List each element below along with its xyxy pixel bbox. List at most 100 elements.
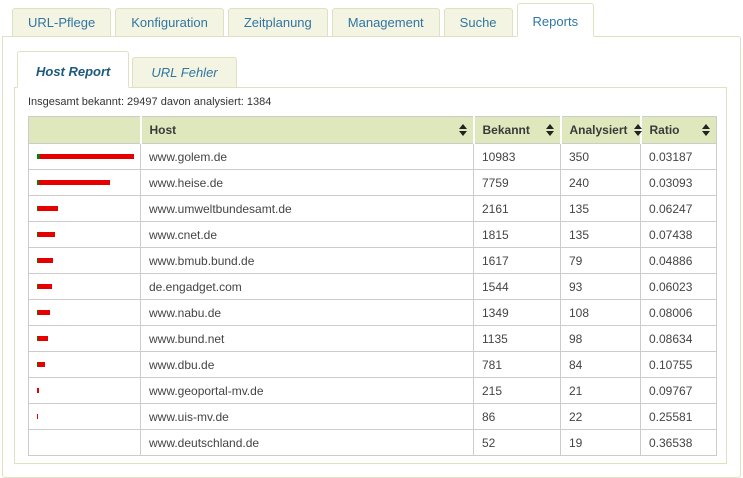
cell-ratio: 0.08634 xyxy=(640,325,717,352)
bar-bekannt xyxy=(37,388,39,393)
cell-host: www.uis-mv.de xyxy=(140,403,474,430)
cell-analysiert: 108 xyxy=(560,299,641,326)
bar-analysiert xyxy=(37,154,40,159)
cell-ratio: 0.36538 xyxy=(640,429,717,456)
cell-analysiert: 98 xyxy=(560,325,641,352)
bar-bekannt xyxy=(38,232,55,237)
cell-bekannt: 2161 xyxy=(473,195,561,222)
ratio-bar xyxy=(37,431,134,455)
bar-analysiert xyxy=(37,310,38,315)
bar-analysiert xyxy=(37,362,38,367)
cell-bekannt: 1617 xyxy=(473,247,561,274)
ratio-bar-cell xyxy=(28,247,141,274)
cell-host: www.cnet.de xyxy=(140,221,474,248)
column-label: Ratio xyxy=(649,123,680,137)
subtab-url-fehler[interactable]: URL Fehler xyxy=(132,57,237,88)
ratio-bar xyxy=(37,301,134,325)
cell-bekannt: 1135 xyxy=(473,325,561,352)
sub-tab-bar: Host Report URL Fehler xyxy=(17,51,727,88)
ratio-bar xyxy=(37,405,134,429)
table-row: www.deutschland.de 52 19 0.36538 xyxy=(28,429,717,456)
ratio-bar xyxy=(37,171,134,195)
main-tab-bar: URL-Pflege Konfiguration Zeitplanung Manage… xyxy=(2,0,741,37)
ratio-bar-cell xyxy=(28,221,141,248)
ratio-bar xyxy=(37,145,134,169)
tab-management[interactable]: Management xyxy=(331,8,440,37)
column-header-bekannt[interactable]: Bekannt xyxy=(472,116,561,144)
bar-analysiert xyxy=(37,336,38,341)
cell-host: www.bund.net xyxy=(140,325,474,352)
bar-bekannt xyxy=(38,336,48,341)
ratio-bar-cell xyxy=(28,195,141,222)
cell-analysiert: 350 xyxy=(560,143,641,170)
ratio-bar xyxy=(37,197,134,221)
bar-bekannt xyxy=(38,362,45,367)
ratio-bar xyxy=(37,223,134,247)
column-header-ratio[interactable]: Ratio xyxy=(639,116,717,144)
cell-analysiert: 135 xyxy=(560,195,641,222)
bar-analysiert xyxy=(37,258,38,263)
bar-bekannt xyxy=(38,284,52,289)
bar-bekannt xyxy=(37,414,38,419)
cell-analysiert: 79 xyxy=(560,247,641,274)
cell-ratio: 0.03093 xyxy=(640,169,717,196)
bar-bekannt xyxy=(39,180,110,185)
cell-host: www.umweltbundesamt.de xyxy=(140,195,474,222)
cell-analysiert: 135 xyxy=(560,221,641,248)
ratio-bar-cell xyxy=(28,325,141,352)
cell-host: www.golem.de xyxy=(140,143,474,170)
ratio-bar xyxy=(37,379,134,403)
subtab-host-report[interactable]: Host Report xyxy=(17,51,130,88)
tab-zeitplanung[interactable]: Zeitplanung xyxy=(227,8,328,37)
tab-url-pflege[interactable]: URL-Pflege xyxy=(12,8,112,37)
ratio-bar xyxy=(37,249,134,273)
bar-analysiert xyxy=(37,232,38,237)
cell-analysiert: 240 xyxy=(560,169,641,196)
ratio-bar-cell xyxy=(28,299,141,326)
cell-ratio: 0.03187 xyxy=(640,143,717,170)
sort-icon xyxy=(458,124,467,136)
cell-bekannt: 1349 xyxy=(473,299,561,326)
column-label: Analysiert xyxy=(569,123,628,137)
table-row: www.dbu.de 781 84 0.10755 xyxy=(28,351,717,378)
cell-analysiert: 84 xyxy=(560,351,641,378)
bar-bekannt xyxy=(38,206,58,211)
ratio-bar-cell xyxy=(28,143,141,170)
cell-analysiert: 19 xyxy=(560,429,641,456)
bar-bekannt xyxy=(38,310,50,315)
ratio-bar-cell xyxy=(28,429,141,456)
bar-bekannt xyxy=(39,154,134,159)
bar-analysiert xyxy=(37,206,38,211)
column-label: Host xyxy=(149,123,177,137)
host-report-panel: Insgesamt bekannt: 29497 davon analysier… xyxy=(14,87,727,464)
ratio-bar-cell xyxy=(28,273,141,300)
table-row: www.cnet.de 1815 135 0.07438 xyxy=(28,221,717,248)
cell-bekannt: 1544 xyxy=(473,273,561,300)
table-row: www.umweltbundesamt.de 2161 135 0.06247 xyxy=(28,195,717,222)
table-row: www.heise.de 7759 240 0.03093 xyxy=(28,169,717,196)
cell-host: www.bmub.bund.de xyxy=(140,247,474,274)
cell-ratio: 0.07438 xyxy=(640,221,717,248)
column-header-analysiert[interactable]: Analysiert xyxy=(559,116,642,144)
cell-ratio: 0.06023 xyxy=(640,273,717,300)
cell-ratio: 0.04886 xyxy=(640,247,717,274)
tab-reports[interactable]: Reports xyxy=(516,3,595,37)
tab-konfiguration[interactable]: Konfiguration xyxy=(115,8,224,37)
ratio-bar xyxy=(37,275,134,299)
cell-bekannt: 215 xyxy=(473,377,561,404)
ratio-bar xyxy=(37,327,134,351)
cell-bekannt: 52 xyxy=(473,429,561,456)
sort-icon xyxy=(633,124,642,136)
cell-bekannt: 10983 xyxy=(473,143,561,170)
cell-ratio: 0.06247 xyxy=(640,195,717,222)
bar-analysiert xyxy=(37,284,38,289)
bar-analysiert xyxy=(37,180,39,185)
tab-suche[interactable]: Suche xyxy=(443,8,513,37)
table-row: de.engadget.com 1544 93 0.06023 xyxy=(28,273,717,300)
cell-ratio: 0.08006 xyxy=(640,299,717,326)
table-body: www.golem.de 10983 350 0.03187 www.heise.de 7… xyxy=(28,143,717,456)
cell-analysiert: 93 xyxy=(560,273,641,300)
cell-host: de.engadget.com xyxy=(140,273,474,300)
ratio-bar-cell xyxy=(28,403,141,430)
column-header-host[interactable]: Host xyxy=(139,116,474,144)
